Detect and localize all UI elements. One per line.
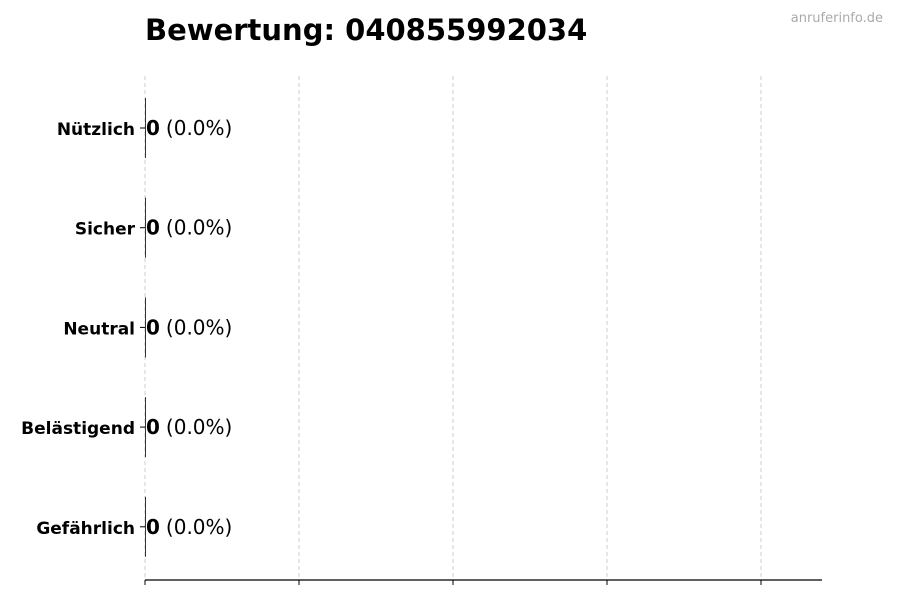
watermark: anruferinfo.de — [791, 11, 883, 26]
value-label: 0 (0.0%) — [146, 216, 232, 240]
chart-title: Bewertung: 040855992034 — [145, 13, 587, 47]
bar — [145, 297, 146, 358]
value-percent: (0.0%) — [166, 315, 232, 339]
value-count: 0 — [146, 216, 160, 240]
value-count: 0 — [146, 415, 160, 439]
category-label: Gefährlich — [36, 519, 135, 539]
value-percent: (0.0%) — [166, 116, 232, 140]
value-percent: (0.0%) — [166, 515, 232, 539]
category-label: Neutral — [63, 319, 135, 339]
value-percent: (0.0%) — [166, 415, 232, 439]
value-label: 0 (0.0%) — [146, 515, 232, 539]
bar — [145, 496, 146, 557]
value-count: 0 — [146, 116, 160, 140]
value-label: 0 (0.0%) — [146, 116, 232, 140]
category-label: Nützlich — [57, 120, 135, 140]
value-percent: (0.0%) — [166, 216, 232, 240]
value-label: 0 (0.0%) — [146, 315, 232, 339]
category-label: Sicher — [75, 220, 136, 240]
value-label: 0 (0.0%) — [146, 415, 232, 439]
bar — [145, 397, 146, 458]
bar — [145, 197, 146, 258]
bar — [145, 98, 146, 158]
category-label: Belästigend — [21, 419, 135, 439]
value-count: 0 — [146, 515, 160, 539]
value-count: 0 — [146, 315, 160, 339]
